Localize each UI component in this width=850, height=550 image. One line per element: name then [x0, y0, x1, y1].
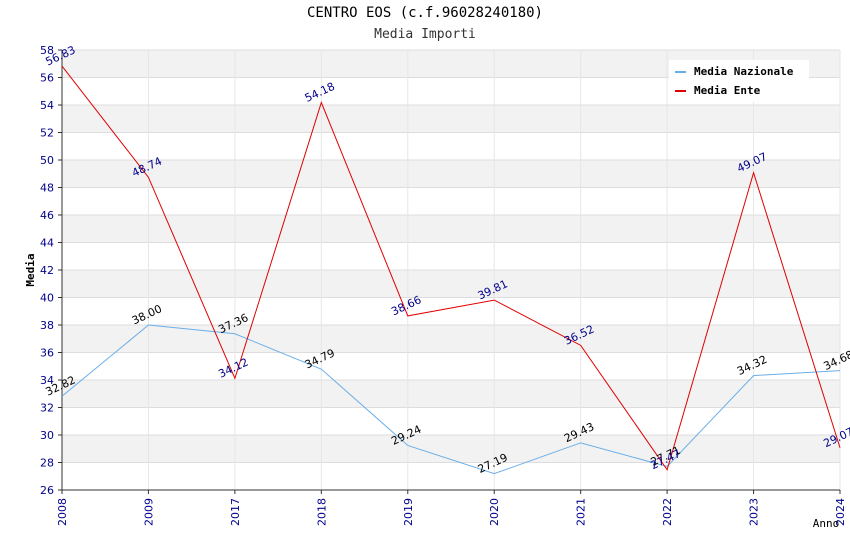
- y-tick-label: 58: [40, 44, 54, 57]
- x-tick-label: 2024: [834, 498, 847, 526]
- y-tick-label: 56: [40, 72, 54, 85]
- grid-band: [62, 242, 840, 270]
- grid-band: [62, 132, 840, 160]
- x-tick-label: 2009: [142, 498, 155, 526]
- y-tick-label: 50: [40, 154, 54, 167]
- x-tick-label: 2020: [488, 498, 501, 526]
- y-tick-label: 34: [40, 374, 54, 387]
- x-axis-label: Anno: [813, 517, 840, 530]
- grid-band: [62, 105, 840, 133]
- x-tick-label: 2022: [661, 498, 674, 526]
- grid-band: [62, 187, 840, 215]
- grid-band: [62, 270, 840, 298]
- grid-band: [62, 407, 840, 435]
- x-tick-label: 2017: [229, 498, 242, 526]
- grid-band: [62, 297, 840, 325]
- y-tick-label: 42: [40, 264, 54, 277]
- y-tick-label: 32: [40, 402, 54, 415]
- chart-subtitle: Media Importi: [374, 27, 476, 42]
- chart-title: CENTRO EOS (c.f.96028240180): [306, 5, 543, 21]
- y-tick-label: 46: [40, 209, 54, 222]
- legend: Media Nazionale Media Ente: [669, 60, 809, 102]
- grid-band: [62, 462, 840, 490]
- legend-label-media-ente: Media Ente: [694, 84, 761, 97]
- x-tick-label: 2018: [315, 498, 328, 526]
- y-tick-label: 52: [40, 127, 54, 140]
- y-tick-label: 54: [40, 99, 54, 112]
- y-tick-label: 44: [40, 237, 54, 250]
- grid-band: [62, 215, 840, 243]
- y-tick-label: 36: [40, 347, 54, 360]
- y-tick-label: 28: [40, 457, 54, 470]
- x-tick-label: 2021: [575, 498, 588, 526]
- y-tick-label: 26: [40, 484, 54, 497]
- grid-band: [62, 380, 840, 408]
- y-axis-label: Media: [24, 253, 37, 286]
- x-tick-label: 2023: [748, 498, 761, 526]
- x-tick-label: 2008: [56, 498, 69, 526]
- y-tick-label: 48: [40, 182, 54, 195]
- y-tick-label: 30: [40, 429, 54, 442]
- grid-band: [62, 435, 840, 463]
- x-tick-label: 2019: [402, 498, 415, 526]
- y-tick-label: 38: [40, 319, 54, 332]
- grid-band: [62, 160, 840, 188]
- grid-band: [62, 325, 840, 353]
- series-line-media-ente: [61, 65, 841, 471]
- grid-band: [62, 352, 840, 380]
- y-tick-label: 40: [40, 292, 54, 305]
- series-line-media-nazionale: [61, 324, 841, 475]
- legend-label-media-nazionale: Media Nazionale: [694, 65, 794, 78]
